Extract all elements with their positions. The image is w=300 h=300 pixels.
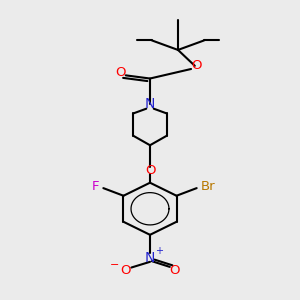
Text: O: O: [169, 264, 179, 277]
Text: +: +: [155, 246, 163, 256]
Text: O: O: [145, 164, 155, 177]
Text: O: O: [121, 264, 131, 277]
Text: −: −: [110, 260, 119, 270]
Text: N: N: [145, 251, 155, 265]
Text: N: N: [145, 97, 155, 111]
Text: O: O: [191, 59, 202, 72]
Text: O: O: [115, 66, 125, 79]
Text: Br: Br: [200, 180, 215, 193]
Text: F: F: [92, 180, 100, 193]
